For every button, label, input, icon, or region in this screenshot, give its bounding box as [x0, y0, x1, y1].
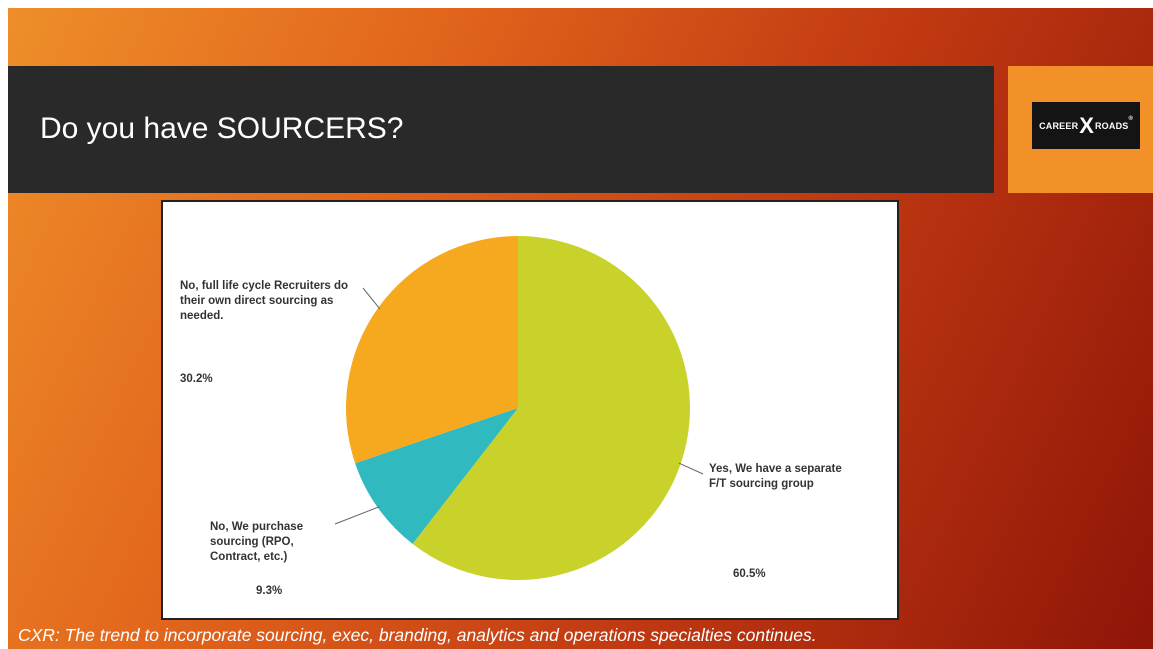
logo-word-left: CAREER — [1039, 120, 1079, 131]
logo-box: CAREER X ROADS ® — [1008, 66, 1153, 193]
pie-chart — [334, 236, 704, 580]
pie-slice-yes-separate-group — [412, 236, 690, 580]
pie-chart-panel: Yes, We have a separate F/T sourcing gro… — [161, 200, 899, 620]
slide: Do you have SOURCERS? CAREER X ROADS ® Y… — [8, 8, 1153, 649]
value-no-purchase: 9.3% — [256, 585, 283, 597]
value-yes-separate-group: 60.5% — [733, 568, 766, 580]
leader-line-full-cycle — [362, 287, 381, 310]
logo-x: X — [1079, 112, 1094, 138]
logo-word-right: ROADS — [1094, 120, 1129, 131]
leader-line-purchase — [334, 506, 380, 525]
title-bar: Do you have SOURCERS? — [8, 66, 994, 193]
logo-registered-mark: ® — [1128, 116, 1133, 122]
footer-note: CXR: The trend to incorporate sourcing, … — [18, 625, 817, 645]
pie-slice-no-purchase — [355, 408, 518, 544]
pie-slice-no-full-life-cycle — [346, 236, 518, 464]
slide-title: Do you have SOURCERS? — [40, 112, 404, 145]
label-yes-separate-group: Yes, We have a separate F/T sourcing gro… — [709, 463, 842, 490]
careerxroads-logo: CAREER X ROADS ® — [1032, 102, 1140, 149]
label-no-full-life-cycle: No, full life cycle Recruiters do their … — [180, 280, 349, 322]
leader-line-yes — [678, 462, 704, 475]
label-no-purchase: No, We purchase sourcing (RPO, Contract,… — [210, 521, 304, 563]
value-no-full-life-cycle: 30.2% — [180, 373, 213, 385]
